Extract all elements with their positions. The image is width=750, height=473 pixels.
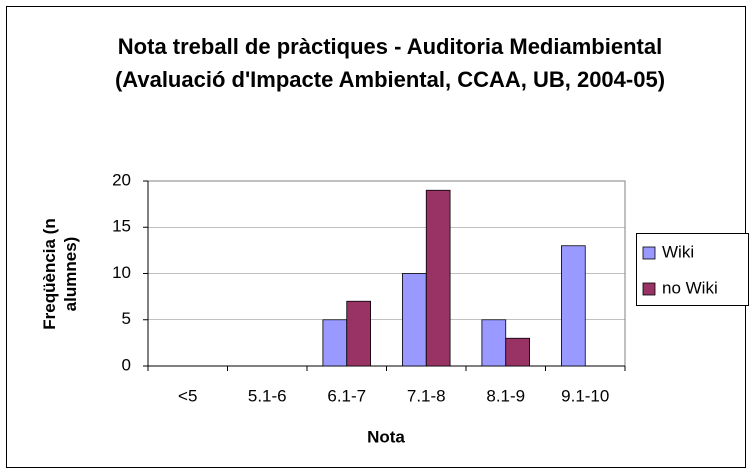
x-tick-label: 9.1-10: [561, 386, 609, 405]
x-tick-label: <5: [178, 386, 197, 405]
x-tick-label: 7.1-8: [407, 386, 446, 405]
x-axis-label: Nota: [367, 427, 405, 446]
bar: [425, 189, 451, 367]
bar: [322, 319, 348, 367]
bar: [505, 337, 531, 367]
bar: [346, 300, 372, 367]
bar: [401, 273, 427, 367]
x-tick-label: 6.1-7: [327, 386, 366, 405]
legend-label: Wiki: [662, 242, 694, 261]
x-tick-label: 5.1-6: [248, 386, 287, 405]
y-tick-label: 5: [122, 309, 131, 328]
y-tick-label: 15: [112, 217, 131, 236]
y-axis-label: Freqüència (n alumnes): [40, 218, 80, 330]
legend-label: no Wiki: [662, 278, 718, 297]
legend-swatch: [642, 246, 656, 260]
y-tick-label: 20: [112, 170, 131, 189]
y-tick-label: 0: [122, 355, 131, 374]
bar: [481, 319, 507, 367]
legend-swatch: [642, 282, 656, 296]
chart-title: Nota treball de pràctiques - Auditoria M…: [114, 34, 666, 92]
x-tick-label: 8.1-9: [486, 386, 525, 405]
bar: [561, 245, 586, 367]
y-tick-label: 10: [112, 263, 131, 282]
